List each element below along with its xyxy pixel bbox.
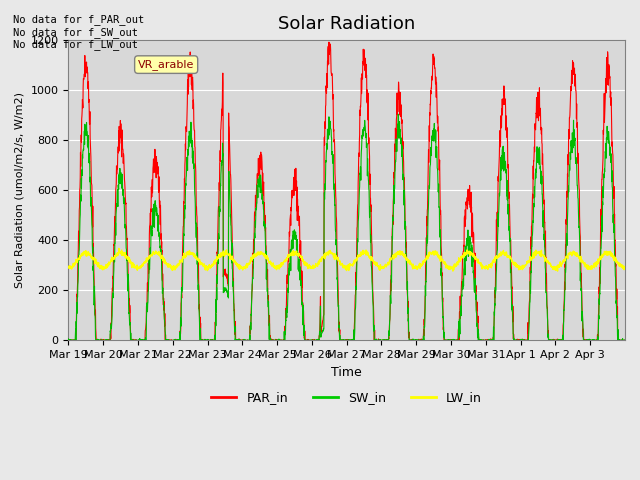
- X-axis label: Time: Time: [332, 366, 362, 379]
- Y-axis label: Solar Radiation (umol/m2/s, W/m2): Solar Radiation (umol/m2/s, W/m2): [15, 92, 25, 288]
- Legend: PAR_in, SW_in, LW_in: PAR_in, SW_in, LW_in: [207, 386, 487, 409]
- Title: Solar Radiation: Solar Radiation: [278, 15, 415, 33]
- Text: No data for f_PAR_out
No data for f_SW_out
No data for f_LW_out: No data for f_PAR_out No data for f_SW_o…: [13, 14, 144, 50]
- Text: VR_arable: VR_arable: [138, 59, 195, 70]
